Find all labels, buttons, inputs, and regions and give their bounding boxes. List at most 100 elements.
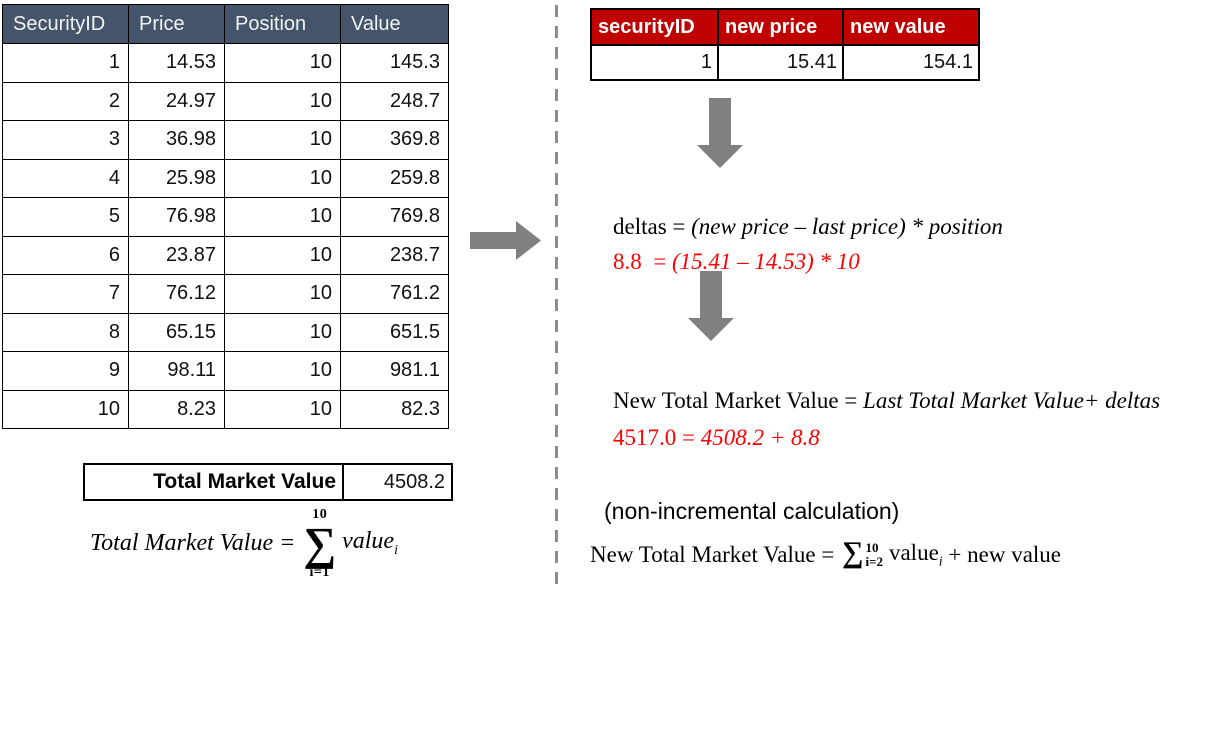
header-cell-position: Position bbox=[224, 4, 341, 44]
new-total-formula: New Total Market Value = Last Total Mark… bbox=[590, 362, 1160, 440]
table-cell: 10 bbox=[224, 43, 341, 83]
table-row: 8 65.15 10 651.5 bbox=[2, 312, 449, 352]
term-subscript: i bbox=[938, 554, 943, 570]
table-cell: 981.1 bbox=[340, 351, 449, 391]
table-row: 7 76.12 10 761.2 bbox=[2, 274, 449, 314]
header-cell-price: Price bbox=[128, 4, 225, 44]
sigma-icon: ∑ bbox=[842, 536, 864, 569]
formula-lhs: Total Market Value = bbox=[90, 530, 296, 557]
summation-symbol: 10 ∑ i=1 bbox=[303, 508, 336, 580]
table-cell: 8 bbox=[2, 312, 129, 352]
term-text: value bbox=[342, 528, 395, 555]
table-cell: 145.3 bbox=[340, 43, 449, 83]
total-market-value-formula: Total Market Value = 10 ∑ i=1 valuei bbox=[90, 508, 398, 580]
new-total-label: New Total Market Value = bbox=[613, 388, 864, 413]
table-cell: 10 bbox=[224, 120, 341, 160]
table-cell: 10 bbox=[224, 351, 341, 391]
nif-tail: + new value bbox=[942, 542, 1062, 567]
new-total-result: 4517.0 = 4508.2 + 8.8 bbox=[590, 399, 820, 477]
down-block-arrow-icon bbox=[697, 98, 743, 168]
positions-table: SecurityID Price Position Value 1 14.53 … bbox=[2, 4, 449, 429]
table-row: 10 8.23 10 82.3 bbox=[2, 389, 449, 429]
non-incremental-caption: (non-incremental calculation) bbox=[604, 498, 900, 524]
table-cell: 10 bbox=[224, 197, 341, 237]
header-cell-new-value: new value bbox=[842, 8, 980, 46]
table-cell: 10 bbox=[224, 274, 341, 314]
header-cell-securityid: SecurityID bbox=[2, 4, 129, 44]
table-cell: 14.53 bbox=[128, 43, 225, 83]
new-total-expression: Last Total Market Value+ deltas bbox=[863, 388, 1161, 413]
table-cell: 23.87 bbox=[128, 235, 225, 275]
table-cell: 25.98 bbox=[128, 158, 225, 198]
table-cell: 769.8 bbox=[340, 197, 449, 237]
table-cell: 238.7 bbox=[340, 235, 449, 275]
table-cell: 10 bbox=[224, 158, 341, 198]
table-cell: 10 bbox=[224, 81, 341, 121]
table-row: 1 15.41 154.1 bbox=[590, 44, 980, 81]
nif-label: New Total Market Value = bbox=[590, 542, 841, 567]
table-cell: 6 bbox=[2, 235, 129, 275]
table-cell: 1 bbox=[2, 43, 129, 83]
sum-upper-limit: 10 bbox=[865, 540, 879, 556]
table-cell: 248.7 bbox=[340, 81, 449, 121]
table-row: 5 76.98 10 769.8 bbox=[2, 197, 449, 237]
table-cell: 761.2 bbox=[340, 274, 449, 314]
table-row: 4 25.98 10 259.8 bbox=[2, 158, 449, 198]
table-cell: 10 bbox=[224, 312, 341, 352]
table-cell: 98.11 bbox=[128, 351, 225, 391]
sum-upper-limit: 10 bbox=[312, 507, 328, 522]
term-subscript: i bbox=[394, 543, 398, 559]
formula-term: valuei bbox=[342, 528, 398, 559]
table-cell: 24.97 bbox=[128, 81, 225, 121]
table-row: 3 36.98 10 369.8 bbox=[2, 120, 449, 160]
table-header-row: SecurityID Price Position Value bbox=[2, 4, 449, 44]
table-cell: 8.23 bbox=[128, 389, 225, 429]
table-cell: 76.12 bbox=[128, 274, 225, 314]
right-block-arrow-icon bbox=[470, 221, 541, 260]
new-price-table: securityID new price new value 1 15.41 1… bbox=[590, 8, 980, 81]
deltas-expression: (new price – last price) * position bbox=[691, 214, 1003, 239]
new-total-result-expression: 4508.2 + 8.8 bbox=[700, 425, 820, 450]
table-cell: 10 bbox=[224, 235, 341, 275]
table-cell: 65.15 bbox=[128, 312, 225, 352]
nif-term: valuei bbox=[889, 540, 943, 571]
table-header-row: securityID new price new value bbox=[590, 8, 980, 46]
total-market-value-row: Total Market Value 4508.2 bbox=[83, 463, 453, 501]
table-cell: 259.8 bbox=[340, 158, 449, 198]
table-cell: 3 bbox=[2, 120, 129, 160]
deltas-formula: deltas = (new price – last price) * posi… bbox=[590, 188, 1003, 266]
table-cell: 82.3 bbox=[340, 389, 449, 429]
table-cell: 369.8 bbox=[340, 120, 449, 160]
down-block-arrow-icon bbox=[688, 271, 734, 341]
sum-limits: 10 i=2 bbox=[865, 541, 883, 568]
deltas-label: deltas = bbox=[613, 214, 692, 239]
total-market-value-amount: 4508.2 bbox=[383, 471, 445, 493]
non-incremental-formula: New Total Market Value = ∑ 10 i=2 valuei… bbox=[590, 538, 1061, 572]
deltas-result-value: 8.8 = bbox=[613, 249, 672, 274]
table-row: 6 23.87 10 238.7 bbox=[2, 235, 449, 275]
table-cell: 2 bbox=[2, 81, 129, 121]
table-cell: 7 bbox=[2, 274, 129, 314]
table-row: 9 98.11 10 981.1 bbox=[2, 351, 449, 391]
table-cell: 4 bbox=[2, 158, 129, 198]
total-market-value-label: Total Market Value bbox=[85, 465, 344, 499]
table-cell: 36.98 bbox=[128, 120, 225, 160]
table-cell: 1 bbox=[590, 44, 719, 81]
table-cell: 10 bbox=[224, 389, 341, 429]
sum-lower-limit: i=2 bbox=[865, 554, 883, 569]
header-cell-securityid: securityID bbox=[590, 8, 719, 46]
table-cell: 9 bbox=[2, 351, 129, 391]
table-cell: 154.1 bbox=[842, 44, 980, 81]
sigma-icon: ∑ bbox=[303, 518, 337, 569]
header-cell-value: Value bbox=[340, 4, 449, 44]
table-cell: 15.41 bbox=[717, 44, 844, 81]
header-cell-new-price: new price bbox=[717, 8, 844, 46]
term-text: value bbox=[888, 539, 939, 565]
deltas-result: 8.8 = (15.41 – 14.53) * 10 bbox=[590, 223, 860, 301]
table-cell: 76.98 bbox=[128, 197, 225, 237]
table-cell: 5 bbox=[2, 197, 129, 237]
table-cell: 10 bbox=[2, 389, 129, 429]
table-row: 2 24.97 10 248.7 bbox=[2, 81, 449, 121]
table-row: 1 14.53 10 145.3 bbox=[2, 43, 449, 83]
